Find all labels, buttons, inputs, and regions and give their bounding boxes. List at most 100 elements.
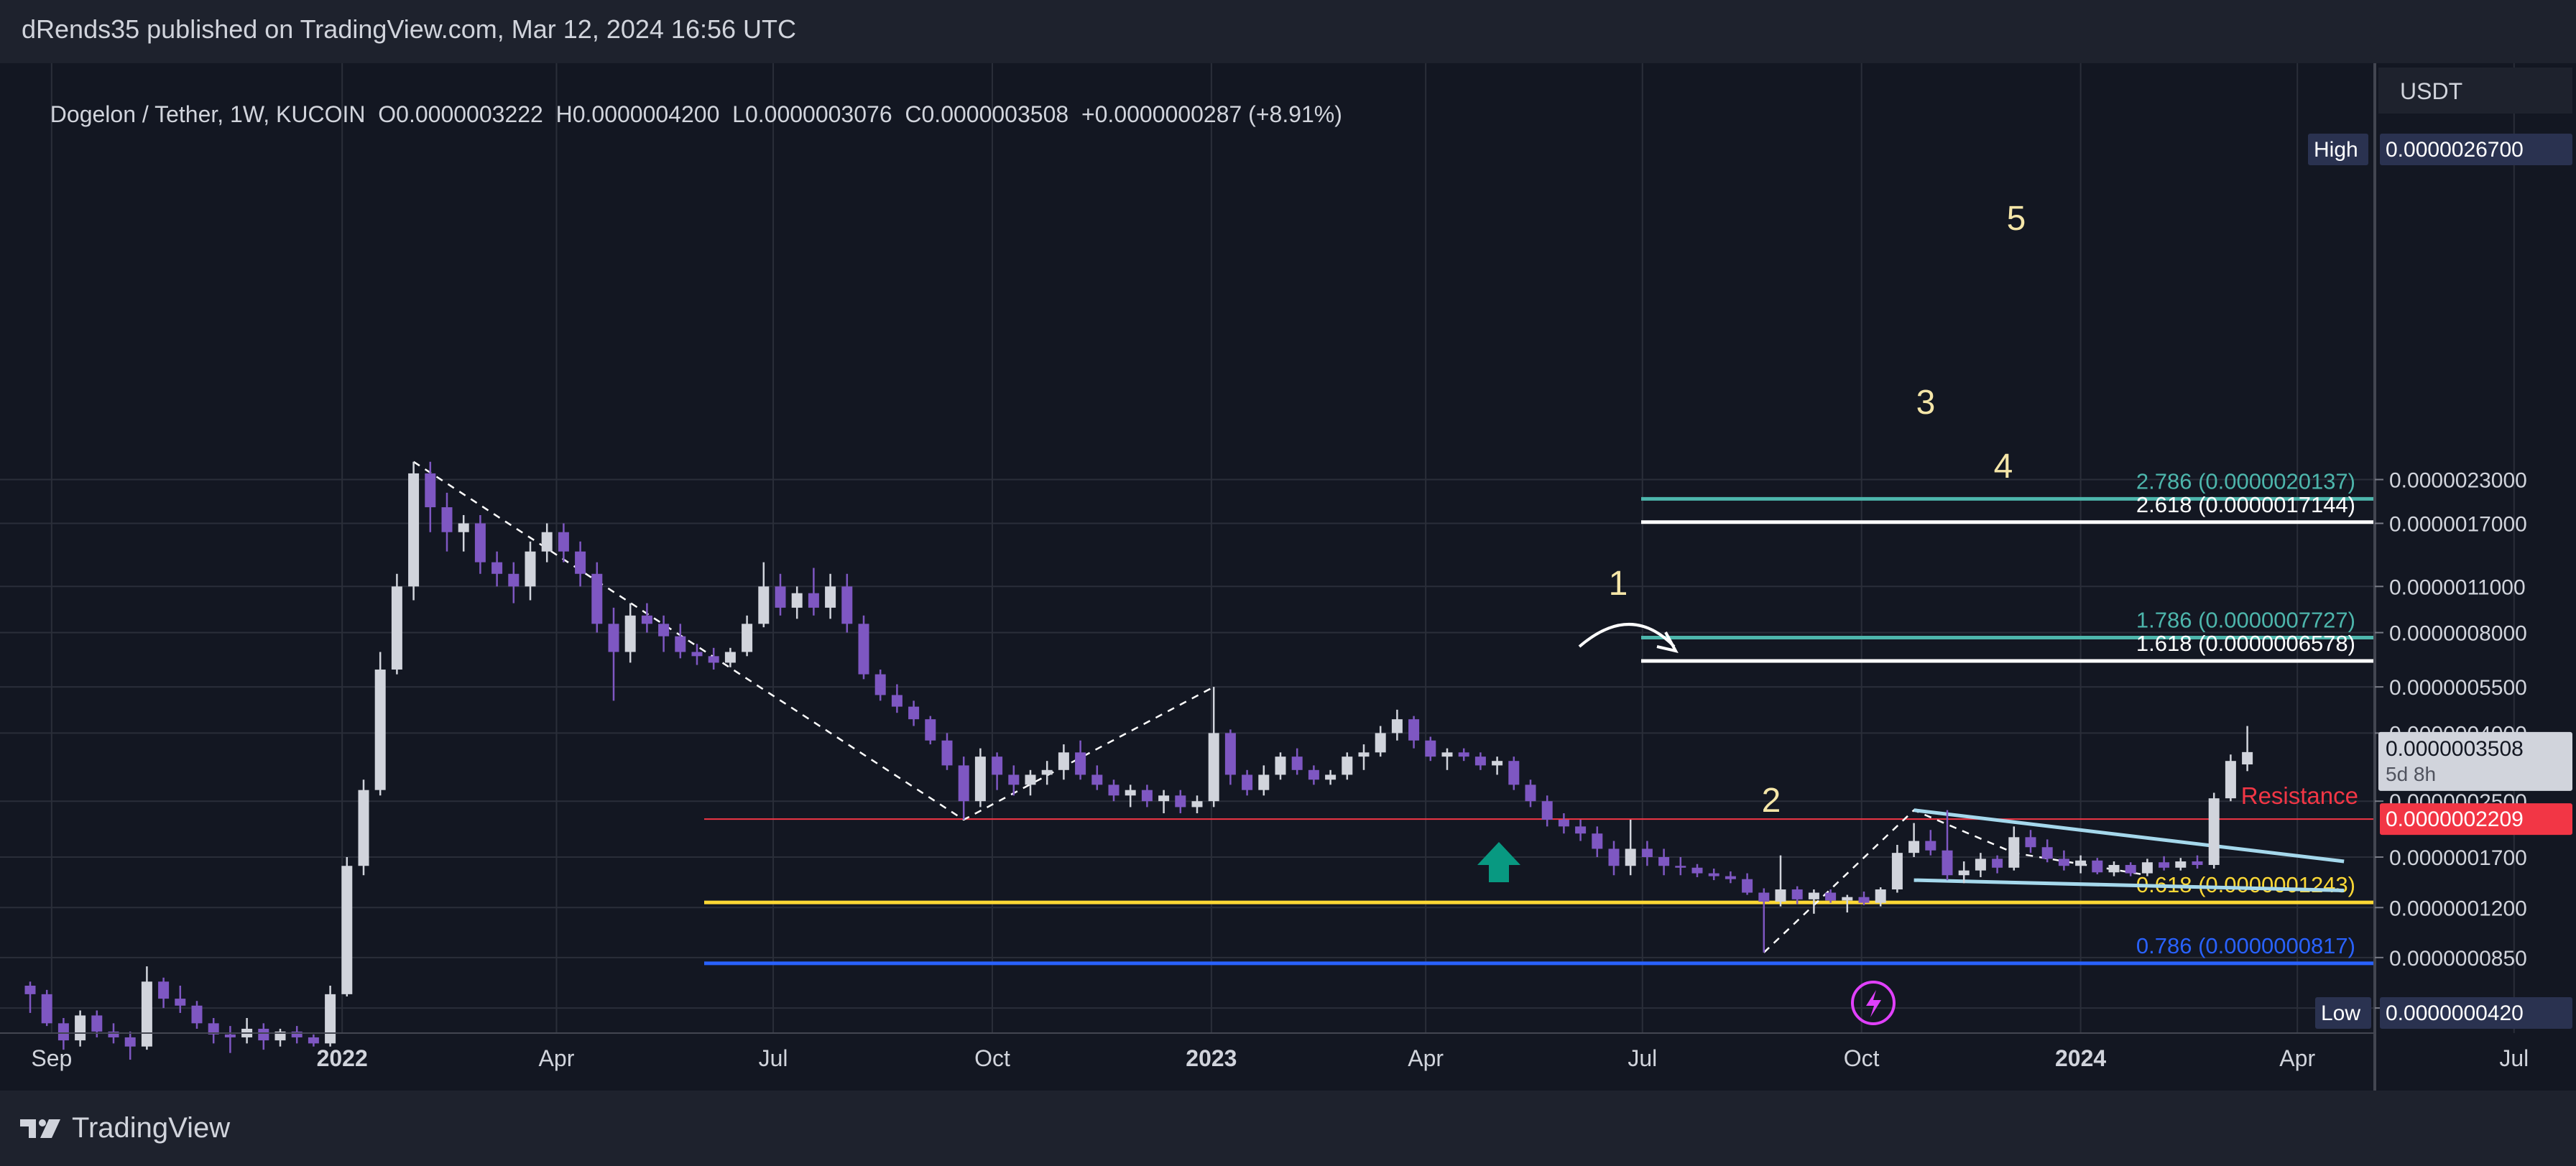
price-tick-label: 0.0000005500	[2389, 676, 2527, 700]
candle-body	[641, 615, 652, 624]
candle-body	[1025, 774, 1036, 785]
wedge-upper-line	[1913, 808, 2345, 864]
candle-body	[1358, 752, 1370, 757]
candle-body	[1691, 867, 1703, 874]
fib-level-label: 1.786 (0.0000007727)	[2136, 608, 2355, 633]
candle-body	[1325, 774, 1337, 780]
price-tick-label: 0.0000011000	[2389, 575, 2526, 599]
candle-body	[91, 1015, 103, 1032]
candle-body	[1091, 774, 1103, 785]
candle-body	[874, 674, 886, 695]
candle-body	[675, 636, 686, 652]
candle-body	[1641, 848, 1653, 857]
candle-body	[2208, 798, 2220, 865]
candle-body	[1625, 848, 1636, 866]
candle-body	[1141, 790, 1153, 802]
candle-body	[1925, 841, 1936, 851]
candles	[24, 461, 2253, 1060]
candle-body	[308, 1037, 319, 1044]
candle-body	[1508, 761, 1520, 785]
chart[interactable]: 2.786 (0.0000020137)2.618 (0.0000017144)…	[0, 63, 2576, 1091]
candle-body	[808, 593, 819, 608]
candle-body	[474, 523, 486, 563]
currency-box[interactable]	[2378, 68, 2572, 114]
candle-body	[958, 765, 969, 802]
candle-body	[1391, 719, 1403, 734]
candle-body	[558, 532, 569, 552]
candle-body	[1992, 859, 2003, 868]
high-tag-value-box	[2380, 134, 2572, 165]
time-axis[interactable]: unSep2022AprJulOct2023AprJulOct2024AprJu…	[0, 1045, 2576, 1071]
candle-body	[1658, 857, 1670, 866]
time-tick-label: Oct	[974, 1045, 1010, 1071]
candle-body	[358, 790, 369, 866]
resistance-label: Resistance	[2241, 782, 2358, 809]
price-tick-label: 0.0000001700	[2389, 846, 2527, 870]
flash-icon	[1851, 981, 1896, 1025]
wave-label: 3	[1916, 384, 1936, 422]
high-tag-label-text: High	[2314, 138, 2358, 162]
candle-body	[1458, 752, 1469, 757]
candle-body	[408, 473, 420, 587]
candle-body	[1308, 769, 1319, 780]
last-price-box	[2378, 731, 2572, 791]
high-tag-value-text: 0.0000026700	[2386, 138, 2524, 162]
candle-body	[391, 586, 402, 670]
time-tick-label: 2023	[1186, 1045, 1237, 1071]
candle-body	[891, 695, 902, 707]
candle-body	[2192, 861, 2203, 865]
candle-body	[908, 706, 920, 720]
low-tag-value-text: 0.0000000420	[2386, 1001, 2524, 1025]
candle-body	[575, 551, 586, 574]
footer: TradingView	[0, 1091, 2576, 1166]
candle-body	[691, 652, 703, 657]
candle-body	[341, 866, 353, 994]
candle-body	[2025, 837, 2036, 848]
candle-body	[1908, 841, 1920, 853]
candle-body	[608, 624, 619, 652]
tradingview-logo[interactable]: TradingView	[20, 1112, 230, 1144]
candle-body	[1558, 819, 1569, 827]
price-tick-label: 0.0000000850	[2389, 947, 2527, 971]
time-tick-label: Oct	[1844, 1045, 1880, 1071]
candle-body	[1791, 889, 1803, 899]
candle-body	[258, 1028, 269, 1041]
low-tag-label-text: Low	[2321, 1001, 2360, 1025]
candle-body	[2058, 859, 2069, 866]
candle-body	[1375, 733, 1386, 753]
time-tick-label: Sep	[31, 1045, 72, 1071]
currency-label[interactable]: USDT	[2400, 78, 2462, 104]
candle-body	[425, 473, 436, 508]
candle-body	[1608, 848, 1620, 866]
candle-body	[1474, 756, 1486, 766]
candle-body	[1191, 801, 1203, 808]
candle-body	[158, 981, 170, 999]
candle-body	[441, 507, 453, 532]
price-tick-label: 0.0000001200	[2389, 897, 2527, 920]
price-tick-label: 0.0000023000	[2389, 469, 2527, 493]
candle-body	[1708, 873, 1719, 876]
candle-body	[1592, 833, 1603, 849]
candle-body	[2092, 860, 2103, 873]
candle-body	[325, 994, 336, 1044]
candle-body	[1258, 774, 1270, 790]
time-tick-label: Jul	[1628, 1045, 1657, 1071]
candle-body	[1291, 756, 1303, 770]
candle-body	[1875, 889, 1886, 903]
fib-level-label: 0.786 (0.0000000817)	[2136, 933, 2355, 958]
candle-body	[1942, 850, 1953, 876]
candle-body	[2075, 860, 2087, 866]
candle-body	[508, 573, 520, 587]
candle-body	[224, 1034, 236, 1037]
legend-open: O0.0000003222	[378, 101, 543, 127]
candle-body	[1175, 795, 1186, 808]
candle-body	[291, 1031, 303, 1037]
time-tick-label: Apr	[1408, 1045, 1444, 1071]
candle-body	[1742, 879, 1753, 893]
candle-body	[541, 532, 553, 552]
candle-body	[724, 652, 736, 663]
fib-level-label: 2.786 (0.0000020137)	[2136, 468, 2355, 494]
candle-body	[1775, 889, 1786, 902]
resistance-tag-text: 0.0000002209	[2386, 808, 2524, 831]
legend-low: L0.0000003076	[732, 101, 892, 127]
